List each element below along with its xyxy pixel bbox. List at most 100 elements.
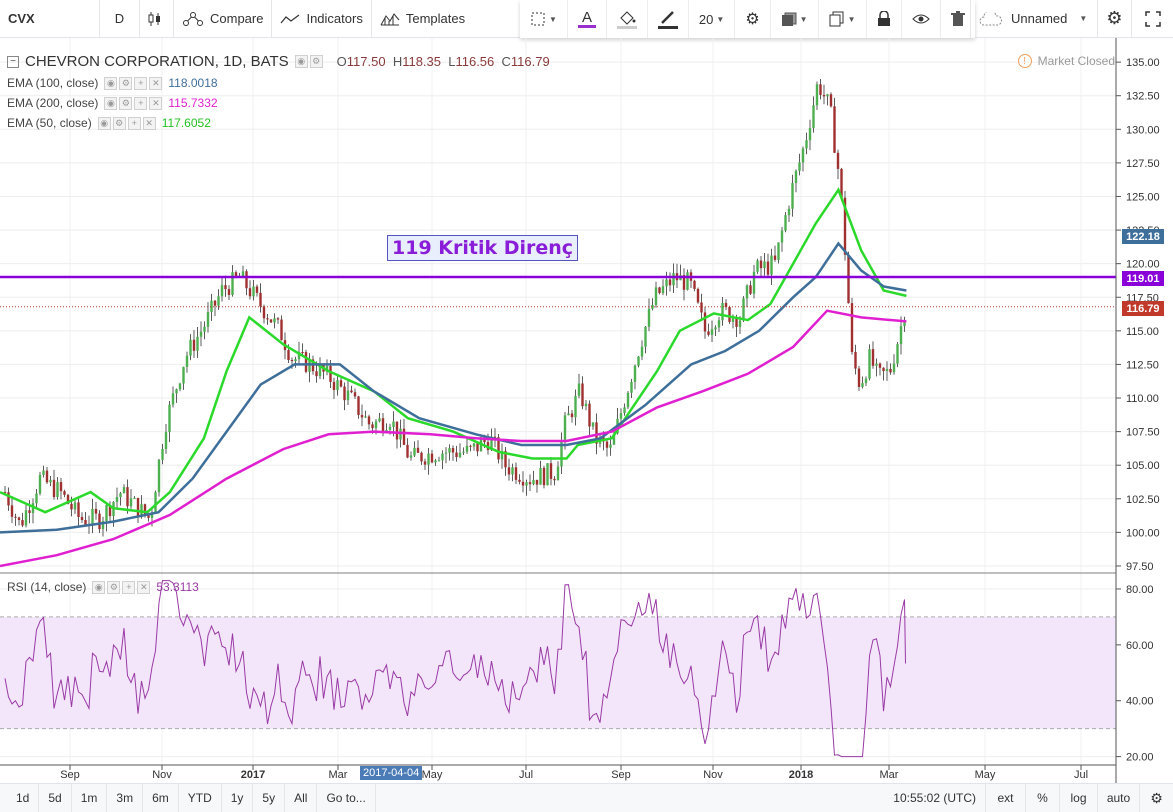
candle-body bbox=[794, 170, 798, 184]
layout-name-button[interactable]: Unnamed ▼ bbox=[970, 0, 1098, 38]
fill-toggle-button[interactable]: ▼ bbox=[771, 0, 819, 38]
rsi-axis: 20.00 40.00 60.00 80.00 bbox=[1116, 584, 1154, 764]
range-1y[interactable]: 1y bbox=[222, 783, 254, 812]
range-5y[interactable]: 5y bbox=[253, 783, 286, 812]
eye-icon[interactable]: ◉ bbox=[294, 55, 308, 68]
legend-controls[interactable]: ◉ ⚙ + ✕ bbox=[97, 116, 156, 130]
price-tick-label: 132.50 bbox=[1126, 91, 1160, 103]
interval-button[interactable]: D bbox=[100, 0, 140, 38]
chevron-down-icon: ▼ bbox=[549, 14, 557, 24]
visibility-button[interactable] bbox=[902, 0, 941, 38]
close-icon[interactable]: ✕ bbox=[137, 580, 151, 594]
templates-icon bbox=[380, 12, 400, 26]
eye-icon[interactable]: ◉ bbox=[97, 116, 111, 130]
indicators-button[interactable]: Indicators bbox=[272, 0, 372, 38]
legend-controls[interactable]: ◉ ⚙ bbox=[294, 55, 323, 68]
range-ytd[interactable]: YTD bbox=[179, 783, 222, 812]
fill-color-button[interactable] bbox=[607, 0, 648, 38]
candle-body bbox=[595, 422, 598, 444]
close-icon[interactable]: ✕ bbox=[149, 96, 163, 110]
gear-icon[interactable]: ⚙ bbox=[119, 96, 133, 110]
delete-button[interactable] bbox=[941, 0, 975, 38]
candle-body bbox=[770, 255, 773, 275]
candle-body bbox=[196, 336, 199, 351]
lock-button[interactable] bbox=[867, 0, 902, 38]
candle-body bbox=[77, 502, 80, 518]
range-5d[interactable]: 5d bbox=[39, 783, 72, 812]
line-color-button[interactable] bbox=[648, 0, 689, 38]
candle-body bbox=[854, 351, 857, 369]
candle-body bbox=[259, 292, 262, 307]
gear-icon[interactable]: ⚙ bbox=[309, 55, 323, 68]
symbol-search[interactable]: CVX bbox=[0, 0, 100, 38]
time-axis: Sep Nov 2017 Mar May Jul Sep Nov 2018 Mar May Jul bbox=[60, 765, 1088, 781]
candle-body bbox=[360, 414, 364, 418]
top-toolbar: CVX D Compare Indicators Templates bbox=[0, 0, 1173, 38]
text-color-button[interactable]: A bbox=[568, 0, 607, 38]
chart-style-button[interactable] bbox=[140, 0, 174, 38]
time-tick-label: Mar bbox=[329, 769, 348, 781]
clone-button[interactable]: ▼ bbox=[819, 0, 867, 38]
templates-button[interactable]: Templates bbox=[372, 0, 473, 38]
log-toggle[interactable]: log bbox=[1060, 783, 1098, 812]
gear-icon[interactable]: ⚙ bbox=[119, 76, 133, 90]
info-icon: ! bbox=[1017, 54, 1032, 68]
font-size-select[interactable]: 20 ▼ bbox=[689, 0, 736, 38]
range-all[interactable]: All bbox=[285, 783, 318, 812]
range-1m[interactable]: 1m bbox=[72, 783, 108, 812]
close-icon[interactable]: ✕ bbox=[149, 76, 163, 90]
candle-body bbox=[84, 520, 87, 525]
resistance-annotation[interactable]: 119 Kritik Direnç bbox=[387, 235, 579, 261]
plus-icon[interactable]: + bbox=[134, 76, 148, 90]
candle-body bbox=[241, 271, 245, 277]
chart-area[interactable]: 97.50 100.00 102.50 105.00 107.50 110.00 112.5… bbox=[0, 38, 1173, 783]
last-price-tag: 116.79 bbox=[1122, 301, 1164, 316]
candle-body bbox=[703, 312, 707, 332]
settings-button[interactable]: ⚙ bbox=[735, 0, 771, 38]
time-tick-label: May bbox=[422, 769, 443, 781]
eye-icon[interactable]: ◉ bbox=[104, 76, 118, 90]
price-tick-label: 105.00 bbox=[1126, 460, 1160, 472]
goto-button[interactable]: Go to... bbox=[317, 783, 376, 812]
range-3m[interactable]: 3m bbox=[107, 783, 144, 812]
chart-canvas[interactable]: 97.50 100.00 102.50 105.00 107.50 110.00 112.5… bbox=[0, 38, 1173, 783]
candle-body bbox=[721, 302, 724, 321]
candle-body bbox=[784, 215, 787, 231]
auto-toggle[interactable]: auto bbox=[1098, 783, 1140, 812]
candle-body bbox=[728, 307, 731, 322]
candle-body bbox=[63, 491, 66, 495]
compare-button[interactable]: Compare bbox=[174, 0, 273, 38]
range-6m[interactable]: 6m bbox=[143, 783, 179, 812]
candle-body bbox=[738, 320, 742, 327]
fullscreen-button[interactable] bbox=[1132, 0, 1173, 38]
candle-body bbox=[458, 452, 462, 458]
ema200-legend: EMA (200, close) ◉ ⚙ + ✕ 115.7332 bbox=[7, 96, 218, 110]
legend-controls[interactable]: ◉ ⚙ + ✕ bbox=[104, 96, 163, 110]
candle-body bbox=[504, 451, 507, 468]
collapse-icon[interactable]: − bbox=[7, 55, 19, 68]
candle-body bbox=[623, 407, 626, 414]
plus-icon[interactable]: + bbox=[127, 116, 141, 130]
legend-controls[interactable]: ◉ ⚙ + ✕ bbox=[92, 580, 151, 594]
main-legend: − CHEVRON CORPORATION, 1D, BATS ◉ ⚙ O117.… bbox=[7, 53, 550, 70]
candle-body bbox=[14, 516, 17, 518]
candle-body bbox=[115, 497, 119, 503]
axis-settings-button[interactable]: ⚙ bbox=[1140, 784, 1173, 812]
eye-icon[interactable]: ◉ bbox=[92, 580, 106, 594]
plus-icon[interactable]: + bbox=[134, 96, 148, 110]
range-1d[interactable]: 1d bbox=[0, 783, 40, 812]
candle-body bbox=[339, 380, 343, 387]
select-tool-button[interactable]: ▼ bbox=[520, 0, 568, 38]
candle-body bbox=[266, 318, 269, 320]
candle-body bbox=[462, 451, 465, 453]
chart-settings-button[interactable]: ⚙ bbox=[1098, 0, 1132, 38]
close-icon[interactable]: ✕ bbox=[142, 116, 156, 130]
gear-icon[interactable]: ⚙ bbox=[107, 580, 121, 594]
gear-icon[interactable]: ⚙ bbox=[112, 116, 126, 130]
percent-toggle[interactable]: % bbox=[1026, 783, 1060, 812]
plus-icon[interactable]: + bbox=[122, 580, 136, 594]
legend-controls[interactable]: ◉ ⚙ + ✕ bbox=[104, 76, 163, 90]
candle-body bbox=[633, 365, 637, 382]
eye-icon[interactable]: ◉ bbox=[104, 96, 118, 110]
ext-toggle[interactable]: ext bbox=[986, 783, 1026, 812]
